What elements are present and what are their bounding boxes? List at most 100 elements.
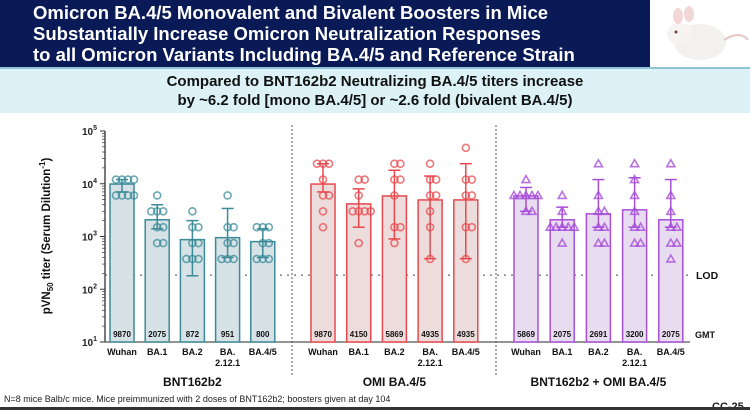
data-point: [556, 237, 568, 247]
data-point: [396, 159, 405, 168]
data-point: [318, 207, 328, 216]
data-point: [532, 189, 544, 200]
data-point: [425, 191, 435, 200]
data-point: [593, 205, 604, 216]
mouse-image: [650, 0, 750, 67]
data-point: [467, 175, 477, 184]
data-point: [158, 222, 168, 232]
gmt-value: 9870: [113, 330, 131, 339]
data-point: [223, 254, 232, 264]
data-point: [390, 238, 399, 248]
group-label: BNT162b2: [163, 375, 222, 389]
data-point: [194, 254, 203, 264]
data-point: [152, 191, 162, 200]
gmt-value: 800: [256, 330, 270, 339]
title-line: to all Omicron Variants Including BA.4/5…: [33, 44, 575, 65]
data-point: [258, 254, 268, 264]
data-point: [360, 207, 370, 216]
data-point: [562, 221, 574, 232]
data-point: [188, 222, 197, 232]
gmt-value: 872: [186, 330, 200, 339]
data-point: [425, 207, 435, 216]
data-point: [264, 222, 274, 232]
data-point: [360, 175, 370, 184]
data-point: [467, 191, 477, 200]
data-point: [223, 191, 232, 200]
lod-label: LOD: [696, 270, 719, 282]
data-point: [123, 175, 133, 184]
bar: [513, 195, 539, 343]
data-point: [117, 191, 127, 200]
y-tick-label: 104: [82, 178, 97, 191]
data-point: [312, 159, 322, 168]
category-label: BA.: [627, 347, 643, 357]
data-point: [390, 175, 399, 184]
data-point: [390, 222, 399, 232]
data-point: [593, 237, 604, 247]
data-point: [182, 254, 191, 264]
category-label: Wuhan: [511, 347, 541, 357]
category-label: Wuhan: [308, 347, 338, 357]
data-point: [461, 191, 471, 200]
gmt-value: 3200: [626, 330, 644, 339]
data-point: [556, 189, 568, 200]
category-label: BA.4/5: [657, 347, 685, 357]
category-label: BA.4/5: [249, 347, 277, 357]
data-point: [354, 191, 364, 200]
data-point: [425, 159, 435, 168]
slide-title: Omicron BA.4/5 Monovalent and Bivalent B…: [0, 0, 650, 67]
group-label: BNT162b2 + OMI BA.4/5: [531, 375, 667, 389]
gmt-value: 2691: [590, 330, 608, 339]
bar: [417, 199, 443, 343]
data-point: [629, 237, 640, 247]
data-point: [526, 189, 538, 200]
data-point: [568, 221, 580, 232]
y-tick-label: 105: [82, 125, 97, 138]
bar: [144, 219, 170, 343]
category-label: BA.1: [147, 347, 168, 357]
data-point: [258, 238, 268, 248]
bar: [109, 183, 135, 343]
data-point: [514, 189, 526, 200]
data-point: [318, 175, 328, 184]
data-point: [264, 254, 274, 264]
gmt-value: 5869: [517, 330, 535, 339]
data-point: [526, 205, 538, 216]
category-label: BA.4/5: [452, 347, 480, 357]
data-point: [252, 254, 262, 264]
data-point: [318, 222, 328, 232]
category-label: BA.: [220, 347, 236, 357]
data-point: [461, 143, 471, 153]
data-point: [354, 238, 364, 248]
data-point: [629, 221, 640, 232]
group-label: OMI BA.4/5: [363, 375, 427, 389]
gmt-value: 4935: [421, 330, 439, 339]
bar: [310, 183, 336, 343]
data-point: [324, 191, 334, 200]
data-point: [665, 221, 677, 232]
data-point: [467, 222, 477, 232]
data-point: [152, 238, 162, 248]
data-point: [599, 221, 610, 232]
data-point: [396, 175, 405, 184]
data-point: [425, 254, 435, 264]
data-point: [593, 221, 604, 232]
data-point: [425, 222, 435, 232]
bar: [250, 240, 276, 343]
data-point: [671, 221, 683, 232]
y-tick-label: 103: [82, 231, 97, 244]
data-point: [158, 207, 168, 216]
category-label: BA.1: [348, 347, 369, 357]
data-point: [520, 173, 532, 184]
data-point: [390, 159, 399, 168]
gmt-value: 2075: [148, 330, 166, 339]
category-label: 2.12.1: [215, 358, 240, 368]
data-point: [556, 221, 568, 232]
data-point: [665, 253, 677, 263]
data-point: [520, 205, 532, 216]
data-point: [431, 175, 441, 184]
title-line: Omicron BA.4/5 Monovalent and Bivalent B…: [33, 2, 549, 23]
data-point: [520, 189, 532, 200]
gmt-value: 9870: [314, 330, 332, 339]
data-point: [318, 159, 328, 168]
